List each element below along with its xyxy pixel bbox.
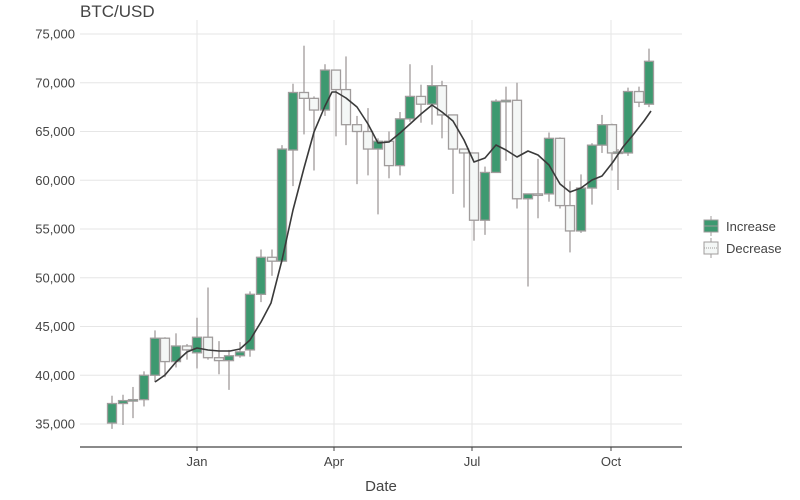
candle-increase xyxy=(522,193,534,287)
candles xyxy=(106,45,655,429)
x-tick-label: Apr xyxy=(324,454,345,469)
candle-decrease xyxy=(415,84,427,123)
candle-decrease xyxy=(340,56,352,146)
candle-increase xyxy=(372,138,384,215)
increase-swatch-icon xyxy=(703,216,719,236)
candle-increase xyxy=(543,132,555,202)
candle-increase xyxy=(223,349,235,390)
y-tick-label: 50,000 xyxy=(35,270,75,285)
x-tick-label: Jul xyxy=(464,454,481,469)
candle-increase xyxy=(191,317,203,369)
candle-decrease xyxy=(213,341,225,375)
candle-increase xyxy=(255,249,267,303)
candle-increase xyxy=(127,386,139,419)
candle-decrease xyxy=(351,115,363,185)
candle-decrease xyxy=(633,86,645,108)
candle-increase xyxy=(138,371,150,407)
candle-increase xyxy=(106,395,118,429)
candle-increase xyxy=(479,166,491,235)
x-axis-label: Date xyxy=(365,478,397,495)
candle-increase xyxy=(319,64,331,116)
x-tick-label: Jan xyxy=(187,454,208,469)
y-tick-label: 45,000 xyxy=(35,319,75,334)
legend-item-decrease[interactable]: Decrease xyxy=(702,237,782,259)
y-tick-label: 60,000 xyxy=(35,173,75,188)
candle-increase xyxy=(575,174,587,233)
legend-label-increase: Increase xyxy=(726,218,776,234)
candle-increase xyxy=(500,86,512,161)
legend-label-decrease: Decrease xyxy=(726,240,782,256)
candle-increase xyxy=(426,65,438,125)
y-tick-label: 40,000 xyxy=(35,368,75,383)
candle-increase xyxy=(404,64,416,122)
y-axis: 35,000 40,000 45,000 50,000 55,000 60,000 65,0… xyxy=(35,27,75,432)
y-tick-label: 35,000 xyxy=(35,417,75,432)
candle-decrease xyxy=(532,158,544,219)
candle-increase xyxy=(149,330,161,383)
candle-decrease xyxy=(436,80,448,139)
y-tick-label: 65,000 xyxy=(35,124,75,139)
candle-decrease xyxy=(202,287,214,360)
y-tick-label: 75,000 xyxy=(35,27,75,42)
chart-title: BTC/USD xyxy=(80,2,155,21)
candle-decrease xyxy=(511,82,523,209)
candle-decrease xyxy=(447,114,459,194)
candle-increase xyxy=(622,87,634,156)
legend: Increase Decrease xyxy=(702,215,782,259)
y-tick-label: 70,000 xyxy=(35,75,75,90)
grid-lines xyxy=(80,20,682,447)
candle-increase xyxy=(596,114,608,153)
candle-decrease xyxy=(159,337,171,378)
decrease-swatch-icon xyxy=(703,238,719,258)
candle-decrease xyxy=(458,148,470,208)
candle-increase xyxy=(244,291,256,357)
legend-item-increase[interactable]: Increase xyxy=(702,215,782,237)
candle-decrease xyxy=(468,152,480,241)
x-axis: Jan Apr Jul Oct xyxy=(80,446,682,469)
candle-increase xyxy=(117,394,129,425)
x-tick-label: Oct xyxy=(601,454,622,469)
moving-average-line xyxy=(154,91,652,383)
candle-increase xyxy=(234,342,246,358)
candle-increase xyxy=(490,99,502,174)
candle-decrease xyxy=(266,249,278,276)
candle-increase xyxy=(394,112,406,176)
candle-decrease xyxy=(298,45,310,135)
candle-increase xyxy=(643,48,655,108)
candle-increase xyxy=(287,83,299,187)
candle-decrease xyxy=(362,108,374,176)
y-tick-label: 55,000 xyxy=(35,222,75,237)
candle-increase xyxy=(586,143,598,205)
ma-polyline xyxy=(154,91,652,383)
candle-decrease xyxy=(564,181,576,253)
candle-decrease xyxy=(330,69,342,137)
candle-decrease xyxy=(554,137,566,209)
